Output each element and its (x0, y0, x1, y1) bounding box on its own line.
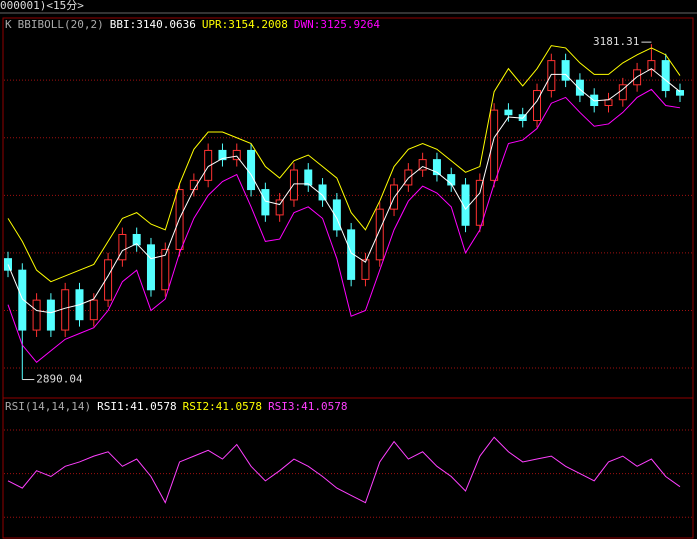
series-line (7, 45, 681, 283)
legend-entry: BBI:3140.0636 (110, 18, 196, 31)
candle-body (247, 149, 256, 191)
candle-body (46, 299, 55, 331)
candle-body (547, 60, 556, 92)
series-line (7, 88, 681, 364)
candle-body (146, 244, 155, 291)
candle-body (18, 269, 27, 331)
candle-body (533, 90, 542, 121)
candle-body (289, 169, 298, 201)
max-annotation: 3181.31 (593, 35, 639, 48)
candle-body (504, 109, 513, 116)
candle-body (275, 199, 284, 216)
candle-body (118, 233, 127, 261)
legend-entry: RSI3:41.0578 (268, 400, 347, 413)
chart-title: RSI(14,14,14) (5, 400, 91, 413)
candle-body (432, 159, 441, 176)
legend-entry: RSI1:41.0578 (97, 400, 176, 413)
candle-body (332, 199, 341, 231)
candle-body (490, 109, 499, 181)
candle-body (375, 208, 384, 261)
candle-body (361, 259, 370, 280)
candle-body (561, 60, 570, 81)
frame (2, 17, 694, 539)
candle-body (304, 169, 313, 186)
candle-body (89, 299, 98, 321)
candle-body (4, 258, 12, 271)
candle-body (161, 248, 170, 291)
candle-body (647, 60, 656, 71)
legend-entry: UPR:3154.2008 (202, 18, 288, 31)
legend-entry: DWN:3125.9264 (294, 18, 380, 31)
candle-body (447, 174, 456, 186)
candle-body (475, 179, 484, 226)
candle-body (218, 149, 227, 161)
candle-body (661, 60, 670, 92)
series-line (7, 436, 681, 504)
candle-body (318, 184, 327, 201)
candle-body (604, 99, 613, 107)
candle-body (204, 149, 213, 181)
candle-body (575, 79, 584, 96)
candle-body (232, 149, 241, 161)
legend-entry: RSI2:41.0578 (183, 400, 262, 413)
series-line (7, 68, 681, 314)
candle-body (104, 259, 113, 301)
indicator-name: BBIBOLL(20,2) (18, 18, 104, 31)
candle-body (132, 233, 141, 246)
chart-title: K (5, 18, 12, 31)
candle-body (61, 289, 70, 331)
candle-body (676, 90, 684, 96)
min-annotation: 2890.04 (36, 373, 83, 386)
candle-body (261, 189, 270, 216)
window-title: 000001)<15分> (0, 0, 84, 12)
candle-body (32, 299, 41, 331)
candle-body (418, 159, 427, 171)
